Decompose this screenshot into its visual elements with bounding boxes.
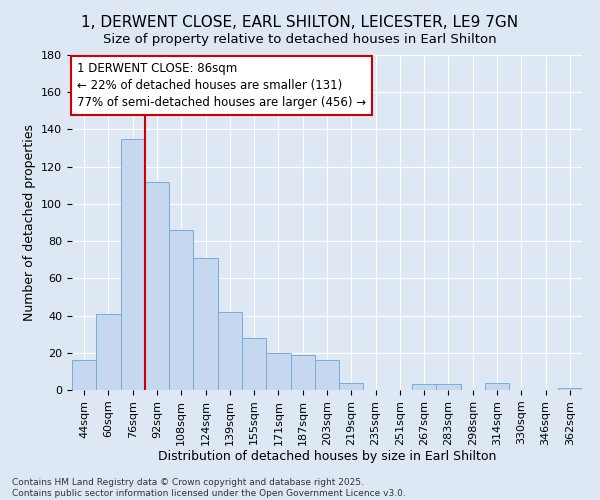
Bar xyxy=(412,384,436,390)
Bar xyxy=(558,388,582,390)
Bar xyxy=(315,360,339,390)
Bar xyxy=(169,230,193,390)
Bar xyxy=(266,353,290,390)
Bar xyxy=(145,182,169,390)
Bar xyxy=(121,138,145,390)
Bar xyxy=(72,360,96,390)
Text: 1, DERWENT CLOSE, EARL SHILTON, LEICESTER, LE9 7GN: 1, DERWENT CLOSE, EARL SHILTON, LEICESTE… xyxy=(82,15,518,30)
Bar xyxy=(242,338,266,390)
Bar xyxy=(218,312,242,390)
Text: Contains HM Land Registry data © Crown copyright and database right 2025.
Contai: Contains HM Land Registry data © Crown c… xyxy=(12,478,406,498)
Bar xyxy=(485,382,509,390)
Bar xyxy=(290,354,315,390)
Y-axis label: Number of detached properties: Number of detached properties xyxy=(23,124,35,321)
Text: Size of property relative to detached houses in Earl Shilton: Size of property relative to detached ho… xyxy=(103,32,497,46)
Bar xyxy=(96,314,121,390)
X-axis label: Distribution of detached houses by size in Earl Shilton: Distribution of detached houses by size … xyxy=(158,450,496,464)
Bar xyxy=(339,382,364,390)
Bar xyxy=(436,384,461,390)
Text: 1 DERWENT CLOSE: 86sqm
← 22% of detached houses are smaller (131)
77% of semi-de: 1 DERWENT CLOSE: 86sqm ← 22% of detached… xyxy=(77,62,366,108)
Bar xyxy=(193,258,218,390)
